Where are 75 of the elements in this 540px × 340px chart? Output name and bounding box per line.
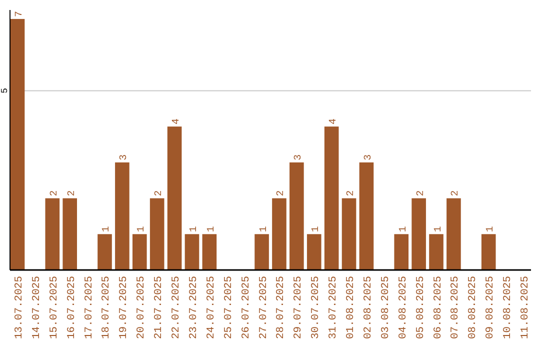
- bar: [62, 198, 77, 270]
- x-tick-label: 16.07.2025: [66, 276, 78, 340]
- x-tick-label: 20.07.2025: [136, 276, 148, 340]
- data-label: 7: [14, 10, 26, 17]
- x-tick-label: 03.08.2025: [380, 276, 392, 340]
- data-label: 4: [172, 118, 183, 125]
- x-tick-label: 29.07.2025: [292, 276, 305, 340]
- x-tick-label: 13.07.2025: [14, 276, 26, 340]
- x-tick-label: 09.08.2025: [484, 276, 497, 340]
- bar: [10, 18, 25, 270]
- x-tick-label: 06.08.2025: [432, 276, 444, 340]
- y-tick-label: 5: [0, 88, 10, 94]
- x-tick-label: 25.07.2025: [222, 276, 235, 340]
- bar: [306, 234, 322, 270]
- x-tick-label: 11.08.2025: [519, 276, 532, 340]
- x-tick-label: 26.07.2025: [240, 276, 252, 340]
- x-tick-label: 31.07.2025: [328, 276, 340, 340]
- data-label: 1: [102, 226, 113, 232]
- x-tick-label: 21.07.2025: [153, 276, 166, 340]
- bar: [184, 234, 200, 270]
- bar: [202, 234, 217, 270]
- bar: [359, 162, 374, 270]
- x-tick-label: 14.07.2025: [30, 276, 43, 340]
- data-label: 1: [136, 226, 148, 232]
- x-tick-label: 15.07.2025: [48, 276, 60, 340]
- data-label: 2: [450, 190, 462, 196]
- data-label: 3: [294, 154, 305, 160]
- data-label: 1: [398, 226, 410, 232]
- data-label: 2: [49, 190, 60, 196]
- bar: [132, 234, 147, 270]
- bar: [115, 162, 130, 270]
- data-label: 2: [346, 190, 358, 196]
- bar: [342, 198, 356, 270]
- bar: [254, 234, 269, 270]
- bar: [272, 198, 286, 270]
- bar: [290, 162, 304, 270]
- x-tick-label: 07.08.2025: [450, 276, 462, 340]
- x-tick-label: 23.07.2025: [188, 276, 200, 340]
- data-label: 3: [119, 154, 130, 160]
- data-label: 1: [311, 226, 322, 232]
- x-tick-label: 24.07.2025: [205, 276, 218, 340]
- x-tick-label: 19.07.2025: [118, 276, 130, 340]
- data-label: 3: [363, 154, 374, 160]
- data-label: 1: [188, 226, 200, 232]
- data-label: 1: [433, 226, 444, 232]
- x-tick-label: 08.08.2025: [467, 276, 480, 340]
- x-tick-label: 04.08.2025: [397, 276, 410, 340]
- data-label: 1: [258, 226, 270, 232]
- bar: [394, 234, 409, 270]
- x-tick-label: 30.07.2025: [310, 276, 322, 340]
- x-tick-label: 10.08.2025: [502, 276, 514, 340]
- data-label: 4: [328, 118, 340, 125]
- x-tick-label: 27.07.2025: [258, 276, 270, 340]
- x-tick-label: 18.07.2025: [100, 276, 113, 340]
- data-label: 2: [66, 190, 78, 196]
- x-tick-label: 01.08.2025: [345, 276, 358, 340]
- bar: [98, 234, 112, 270]
- bar: [150, 198, 164, 270]
- bar: [45, 198, 60, 270]
- bar: [324, 126, 339, 270]
- data-label: 1: [486, 226, 497, 232]
- data-label: 2: [154, 190, 166, 196]
- bar: [167, 126, 182, 270]
- data-label: 1: [206, 226, 218, 232]
- bar: [412, 198, 426, 270]
- x-tick-label: 28.07.2025: [275, 276, 288, 340]
- x-tick-label: 17.07.2025: [83, 276, 96, 340]
- bar: [446, 198, 461, 270]
- x-tick-label: 05.08.2025: [414, 276, 427, 340]
- x-tick-label: 22.07.2025: [170, 276, 183, 340]
- data-label: 2: [416, 190, 427, 196]
- bar: [429, 234, 444, 270]
- bar: [481, 234, 496, 270]
- x-tick-label: 02.08.2025: [362, 276, 374, 340]
- data-label: 2: [276, 190, 288, 196]
